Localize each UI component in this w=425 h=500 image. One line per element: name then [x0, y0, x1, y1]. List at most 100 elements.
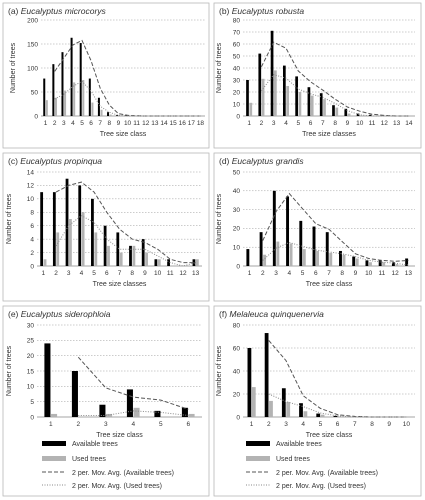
bar-available — [259, 232, 263, 266]
panel-letter: (d) — [219, 156, 232, 166]
y-tick-label: 15 — [27, 368, 35, 375]
y-tick-label: 150 — [27, 41, 38, 48]
x-tick-label: 7 — [327, 270, 331, 277]
y-tick-label: 40 — [233, 188, 241, 195]
bar-used — [106, 413, 113, 417]
bar-available — [116, 115, 119, 116]
legend-label-avg-used: 2 per. Mov. Avg. (Used trees) — [276, 483, 366, 490]
y-tick-label: 20 — [27, 353, 35, 360]
bar-available — [378, 260, 382, 266]
x-tick-label: 2 — [261, 270, 265, 277]
panel-title: (b) Eucalyptus robusta — [219, 6, 304, 16]
bar-used — [261, 78, 265, 116]
bar-used — [329, 252, 333, 266]
x-tick-label: 5 — [296, 120, 300, 127]
panel-letter: (b) — [219, 6, 232, 16]
bar-used — [43, 259, 47, 266]
x-tick-label: 6 — [336, 421, 340, 428]
bar-available — [103, 225, 107, 266]
y-axis-label: Number of trees — [216, 345, 223, 396]
bar-available — [295, 76, 298, 116]
legend-label-avg-available: 2 per. Mov. Avg. (Available trees) — [72, 470, 174, 477]
bar-available — [391, 262, 395, 266]
x-tick-label: 5 — [159, 421, 163, 428]
bar-available — [270, 30, 274, 116]
x-tick-label: 8 — [130, 270, 134, 277]
bar-available — [247, 348, 252, 417]
x-tick-label: 9 — [143, 270, 147, 277]
legend-f: Available trees Used trees 2 per. Mov. A… — [246, 441, 378, 490]
bar-available — [299, 220, 303, 266]
y-tick-label: 0 — [236, 263, 240, 270]
bar-available — [65, 178, 69, 266]
bar-used — [54, 97, 57, 116]
legend-swatch-available — [246, 441, 270, 446]
panel-frame-f — [213, 305, 422, 497]
x-tick-label: 13 — [405, 270, 413, 277]
legend-label-avg-available: 2 per. Mov. Avg. (Available trees) — [276, 470, 378, 477]
y-tick-label: 25 — [27, 338, 35, 345]
bar-available — [88, 78, 91, 116]
bar-available — [61, 52, 64, 116]
x-axis-label: Tree size class — [100, 131, 147, 138]
bar-used — [269, 400, 273, 417]
y-axis-label: Number of trees — [216, 42, 223, 93]
x-tick-label: 12 — [392, 270, 400, 277]
y-tick-label: 200 — [27, 17, 38, 24]
chart-panel-b: (b) Eucalyptus robusta 0 10 20 30 40 50 60 70 80 1… — [216, 6, 415, 138]
x-tick-label: 3 — [272, 120, 276, 127]
bar-available — [52, 192, 56, 266]
x-tick-label: 14 — [405, 120, 413, 127]
bar-used — [69, 219, 72, 266]
panel-frame-b — [213, 2, 422, 149]
bar-available — [126, 389, 133, 417]
bar-used — [107, 245, 110, 266]
x-tick-label: 3 — [284, 421, 288, 428]
x-tick-label: 5 — [92, 270, 96, 277]
y-tick-label: 50 — [31, 89, 39, 96]
bar-available — [316, 413, 321, 417]
x-tick-label: 4 — [284, 120, 288, 127]
legend-label-available: Available trees — [72, 441, 118, 448]
bar-available — [129, 245, 132, 266]
panel-title: (f) Melaleuca quinquenervia — [219, 309, 324, 319]
x-tick-label: 3 — [62, 120, 66, 127]
x-tick-label: 9 — [387, 421, 391, 428]
moving-average-used-line — [55, 215, 196, 267]
bar-available — [272, 190, 276, 266]
x-tick-label: 4 — [301, 421, 305, 428]
bar-available — [246, 80, 249, 116]
x-tick-label: 17 — [188, 120, 196, 127]
x-tick-label: 9 — [346, 120, 350, 127]
bar-available — [325, 232, 329, 266]
moving-average-available-line — [54, 39, 201, 117]
panel-species: Eucalyptus grandis — [232, 156, 305, 166]
bar-used — [355, 258, 359, 266]
x-tick-label: 9 — [117, 120, 121, 127]
bar-available — [368, 114, 372, 116]
moving-average-available-line — [262, 192, 409, 262]
x-axis-label: Tree size class — [96, 432, 143, 439]
y-axis-label: Number of trees — [6, 345, 13, 396]
bar-available — [319, 93, 323, 116]
x-tick-label: 10 — [365, 270, 373, 277]
y-tick-label: 10 — [233, 101, 241, 108]
legend-swatch-available — [42, 441, 66, 446]
x-tick-label: 15 — [169, 120, 177, 127]
y-tick-label: 30 — [233, 207, 241, 214]
bar-available — [52, 64, 55, 116]
bar-used — [109, 114, 112, 116]
x-axis-label: Tree size class — [306, 281, 353, 288]
moving-average-used-line — [262, 241, 409, 266]
bar-used — [320, 414, 325, 417]
bar-available — [97, 97, 100, 116]
y-tick-label: 0 — [30, 414, 34, 421]
bar-available — [107, 112, 110, 116]
y-tick-label: 50 — [233, 169, 241, 176]
bar-used — [133, 407, 140, 417]
panel-title: (d) Eucalyptus grandis — [219, 156, 304, 166]
y-tick-label: 20 — [233, 89, 241, 96]
bar-used — [274, 70, 277, 116]
bar-used — [289, 243, 293, 266]
